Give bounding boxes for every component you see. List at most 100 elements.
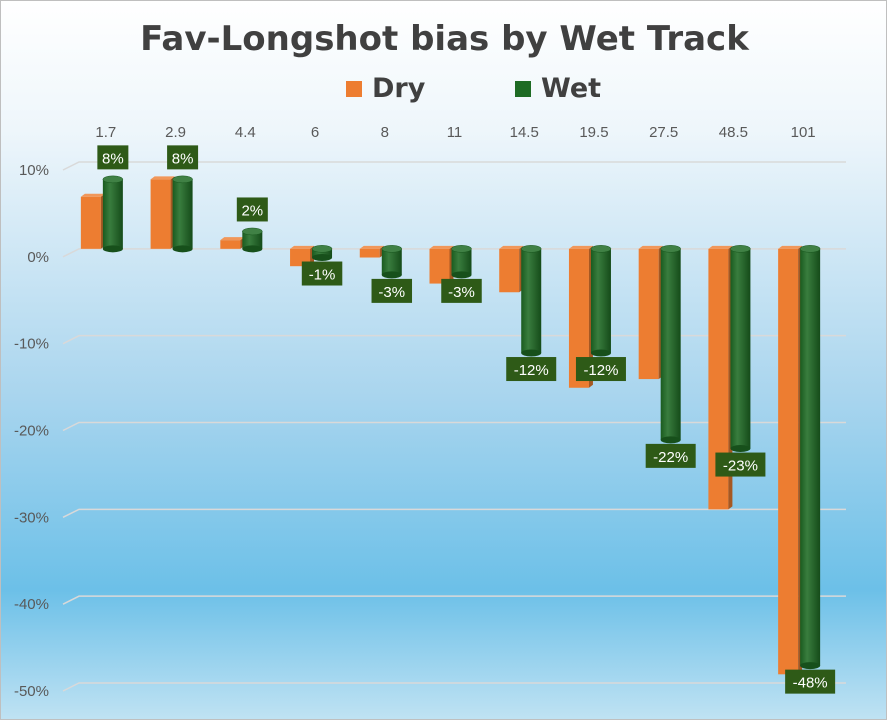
bar-dry-top: [150, 176, 175, 180]
y-tick-label: 0%: [27, 249, 49, 266]
data-label: 8%: [172, 150, 194, 167]
x-tick-label: 8: [381, 124, 389, 141]
legend-label-wet: Wet: [541, 73, 602, 104]
bar-dry-top: [499, 245, 524, 249]
data-label-box: [645, 443, 696, 468]
x-tick-label: 19.5: [579, 124, 608, 141]
bar-wet: [451, 248, 472, 275]
x-tick-label: 101: [791, 124, 816, 141]
chart-title: Fav-Longshot bias by Wet Track: [140, 19, 749, 59]
legend-swatch-wet: [515, 80, 531, 97]
data-label: -12%: [514, 362, 549, 379]
legend-item-dry: Dry: [346, 73, 425, 104]
bar-wet-base: [451, 271, 472, 279]
legend-label-dry: Dry: [372, 73, 426, 104]
bar-wet-base: [590, 349, 611, 357]
data-label-box: [715, 452, 766, 477]
data-label: -23%: [723, 458, 758, 475]
data-label-box: [575, 357, 626, 382]
bar-wet-cap: [660, 245, 681, 253]
x-tick-label: 14.5: [510, 124, 539, 141]
legend: Dry Wet: [1, 73, 887, 105]
bar-dry: [429, 248, 450, 284]
data-label-box: [371, 278, 413, 303]
bar-wet-cap: [520, 245, 542, 253]
bar-wet-cap: [590, 245, 612, 253]
data-label-box: [301, 261, 343, 286]
bar-wet: [800, 248, 821, 666]
x-tick-label: 27.5: [649, 124, 678, 141]
data-label: -22%: [653, 449, 688, 466]
data-label: 2%: [241, 202, 263, 219]
bar-dry-top: [708, 245, 733, 249]
bar-dry-top: [638, 245, 663, 249]
data-label: -12%: [583, 362, 618, 379]
data-label-box: [167, 145, 199, 170]
bar-wet-base: [800, 662, 821, 670]
bar-wet: [521, 248, 542, 354]
bar-wet: [590, 248, 611, 354]
bar-wet: [102, 179, 123, 249]
data-label: 8%: [102, 150, 124, 167]
y-tick-label: -10%: [14, 336, 49, 353]
x-tick-label: 4.4: [235, 124, 256, 141]
bar-wet: [242, 231, 263, 249]
data-label-box: [506, 357, 557, 382]
data-label: -48%: [793, 675, 828, 692]
bar-wet-base: [660, 436, 681, 444]
bar-dry: [638, 248, 659, 380]
bar-wet: [312, 248, 333, 258]
gridline: [62, 508, 846, 519]
bar-dry: [778, 248, 799, 675]
data-label-box: [97, 145, 129, 170]
bar-wet-base: [381, 271, 402, 279]
y-tick-label: 10%: [19, 162, 49, 179]
bar-wet-cap: [172, 175, 193, 184]
gridline: [62, 161, 846, 171]
bar-dry-top: [359, 245, 384, 249]
bar-wet-cap: [311, 245, 333, 253]
bar-wet-base: [242, 245, 263, 253]
bar-dry-top: [290, 245, 315, 249]
bar-dry-top: [429, 245, 454, 249]
data-label: -3%: [378, 284, 405, 301]
data-label: -1%: [309, 267, 336, 284]
x-tick-label: 48.5: [719, 124, 748, 141]
bar-wet-cap: [381, 245, 403, 253]
gridline: [62, 682, 846, 692]
bar-dry-top: [80, 193, 105, 197]
data-label-box: [236, 197, 268, 222]
gridline: [62, 595, 846, 605]
bar-dry: [499, 248, 520, 293]
data-label-box: [441, 278, 482, 303]
y-tick-label: -20%: [14, 423, 49, 440]
bar-dry: [708, 248, 729, 510]
bar-wet-cap: [451, 245, 472, 253]
bar-dry: [220, 240, 241, 249]
bar-wet-cap: [102, 175, 124, 184]
legend-swatch-dry: [346, 80, 362, 97]
bar-dry: [568, 248, 589, 388]
bar-wet: [381, 248, 402, 275]
gridline: [62, 421, 846, 432]
y-tick-label: -30%: [14, 509, 49, 526]
bar-wet-cap: [799, 245, 821, 253]
bar-wet-base: [102, 245, 123, 253]
bar-wet: [660, 248, 681, 440]
bar-wet-base: [521, 349, 542, 357]
bar-wet-base: [172, 245, 193, 253]
x-tick-label: 6: [311, 124, 319, 141]
bar-wet-base: [312, 254, 333, 262]
y-tick-label: -50%: [14, 683, 49, 700]
legend-item-wet: Wet: [515, 73, 601, 104]
bar-wet-base: [730, 445, 751, 453]
x-tick-label: 1.7: [95, 124, 116, 141]
y-tick-label: -40%: [14, 596, 49, 613]
bar-dry: [80, 196, 101, 249]
x-tick-label: 11: [447, 124, 463, 141]
bar-wet: [730, 248, 751, 449]
bar-dry: [150, 179, 171, 249]
bar-dry: [359, 248, 380, 258]
